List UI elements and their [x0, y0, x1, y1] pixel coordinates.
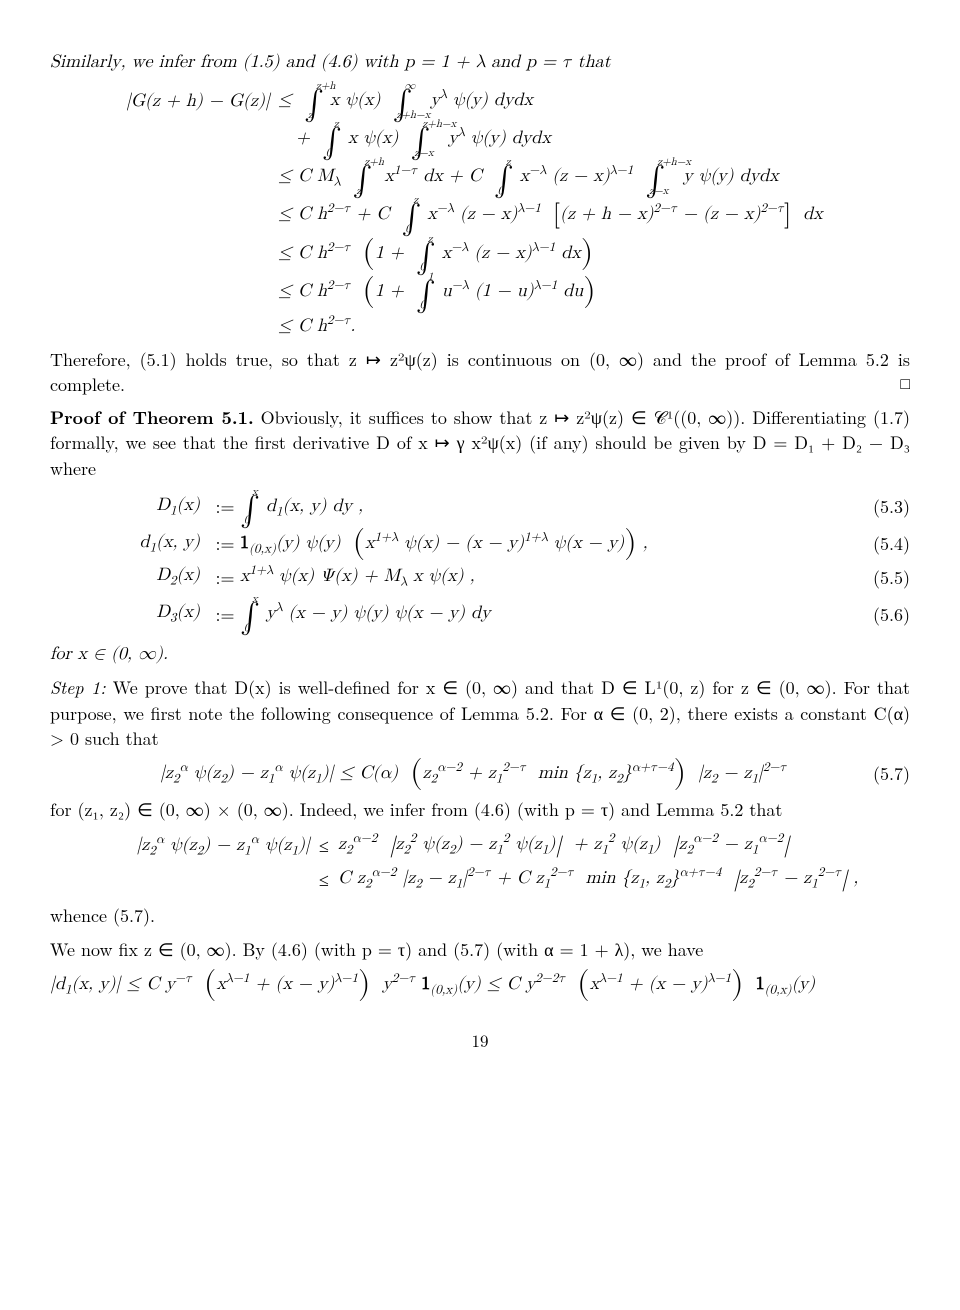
- ineq2-block: |z2α ψ(z2) − z1α ψ(z1)| ≤ z2α−2 |z22 ψ(z…: [110, 830, 910, 896]
- main-inequality: |G(z + h) − G(z)| ≤ ∫z+hz x ψ(x) ∫∞z+h−x…: [110, 83, 910, 339]
- eq-5-7: |z2α ψ(z2) − z1α ψ(z1)| ≤ C(α) (z2α−2 + …: [50, 759, 910, 789]
- step1-paragraph: Step 1: We prove that D(x) is well-defin…: [50, 675, 910, 751]
- final-ineq: |d1(x, y)| ≤ C y−τ (xλ−1 + (x − y)λ−1) y…: [50, 970, 910, 1000]
- for-z1z2-line: for (z₁, z₂) ∈ (0, ∞) × (0, ∞). Indeed, …: [50, 797, 910, 822]
- for-x-line: for x ∈ (0, ∞).: [50, 640, 910, 667]
- proof-theorem-5-1: Proof of Theorem 5.1. Obviously, it suff…: [50, 405, 910, 481]
- therefore-line: Therefore, (5.1) holds true, so that z ↦…: [50, 347, 910, 397]
- definitions-block: D1(x) := ∫x0 d1(x, y) dy , (5.3) d1(x, y…: [50, 489, 910, 632]
- fix-z-line: We now fix z ∈ (0, ∞). By (4.6) (with p …: [50, 937, 910, 962]
- qed-box: □: [900, 372, 910, 394]
- whence-line: whence (5.7).: [50, 903, 910, 928]
- page-number: 19: [50, 1029, 910, 1053]
- intro-line: Similarly, we infer from (1.5) and (4.6)…: [50, 48, 910, 75]
